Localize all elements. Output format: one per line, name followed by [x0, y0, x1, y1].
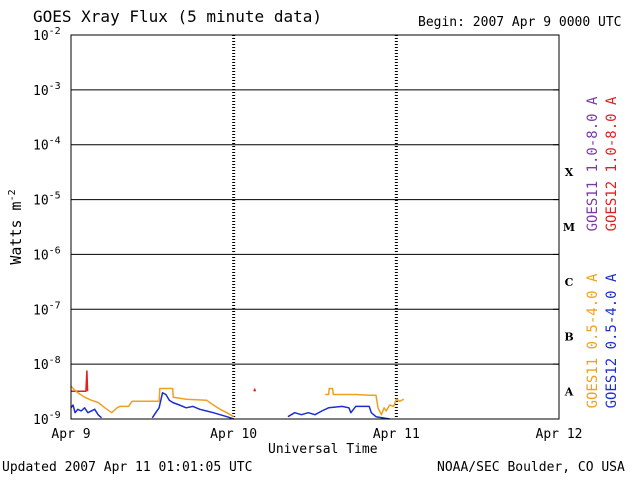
y-tick-label: 10-6 [33, 245, 61, 263]
x-tick-label: Apr 12 [536, 427, 583, 442]
updated-label: Updated 2007 Apr 11 01:01:05 UTC [2, 460, 253, 475]
legend-entry: GOES11 1.0-8.0 A [585, 96, 601, 231]
series-line-goes12-1-0-8-0-a [71, 371, 404, 391]
chart-title: GOES Xray Flux (5 minute data) [33, 7, 322, 26]
series-layer [70, 371, 405, 420]
y-tick-label: 10-8 [33, 355, 61, 373]
flare-class-label: B [564, 331, 573, 344]
x-tick-label: Apr 9 [51, 427, 90, 442]
x-axis-title: Universal Time [268, 442, 378, 457]
flare-class-label: C [565, 276, 574, 289]
y-tick-label: 10-2 [33, 26, 61, 44]
y-tick-label: 10-5 [33, 191, 61, 209]
credit-label: NOAA/SEC Boulder, CO USA [437, 460, 625, 475]
y-tick-label: 10-4 [33, 136, 61, 154]
series-line-goes11-0-5-4-0-a [70, 385, 405, 418]
flare-class-label: M [563, 221, 575, 234]
plot-frame [70, 34, 560, 420]
series-line-goes12-0-5-4-0-a [70, 392, 390, 420]
y-axis-title: Watts m-2 [7, 189, 25, 264]
y-tick-label: 10-7 [33, 300, 61, 318]
x-tick-label: Apr 10 [210, 427, 257, 442]
y-tick-label: 10-9 [33, 410, 61, 428]
grid-layer [71, 34, 559, 420]
x-tick-label: Apr 11 [373, 427, 420, 442]
legend-entry: GOES12 0.5-4.0 A [604, 273, 620, 408]
flare-class-label: A [564, 386, 574, 399]
legend-entry: GOES12 1.0-8.0 A [604, 96, 620, 231]
flare-class-label: X [565, 166, 574, 179]
legend-entry: GOES11 0.5-4.0 A [585, 273, 601, 408]
legend-layer: GOES11 1.0-8.0 A GOES12 1.0-8.0 A GOES11 0… [585, 96, 620, 408]
begin-label: Begin: 2007 Apr 9 0000 UTC [418, 15, 622, 30]
y-tick-label: 10-3 [33, 81, 61, 99]
